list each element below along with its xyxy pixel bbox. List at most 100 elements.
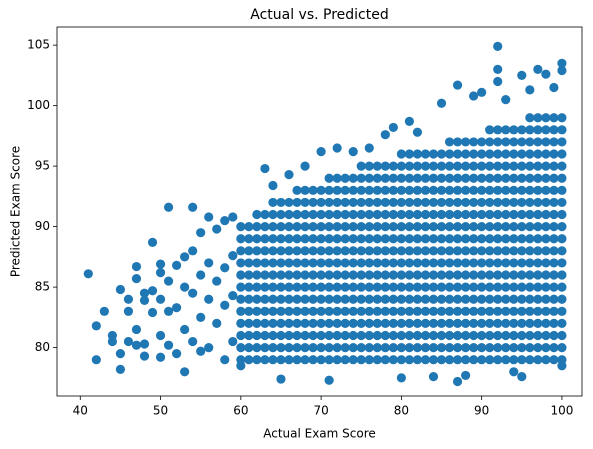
point: [501, 294, 511, 304]
point: [525, 258, 535, 268]
point: [469, 294, 479, 304]
point: [300, 185, 310, 195]
point: [541, 197, 551, 208]
point: [436, 318, 447, 329]
point: [340, 234, 350, 244]
point: [268, 222, 278, 232]
point: [533, 209, 543, 220]
point: [340, 209, 350, 220]
point: [436, 330, 447, 341]
point: [549, 125, 559, 135]
point: [292, 270, 302, 280]
point: [461, 185, 471, 195]
point: [316, 306, 326, 316]
point: [300, 246, 310, 256]
point: [469, 173, 479, 183]
point: [340, 173, 350, 183]
point: [284, 343, 294, 353]
point: [316, 270, 326, 280]
point: [388, 173, 398, 183]
point: [525, 185, 535, 195]
point: [509, 270, 519, 280]
point: [340, 185, 350, 195]
point: [517, 246, 527, 256]
point: [380, 258, 390, 268]
point: [380, 294, 390, 304]
point: [420, 209, 431, 220]
point: [436, 149, 447, 159]
point: [220, 263, 230, 273]
point: [477, 318, 487, 329]
point: [348, 270, 358, 280]
point: [356, 197, 366, 208]
point: [444, 209, 455, 220]
point: [485, 137, 495, 147]
point: [324, 246, 334, 256]
point: [348, 234, 358, 244]
point: [557, 343, 567, 353]
point: [300, 209, 310, 220]
point: [549, 234, 559, 244]
point: [276, 234, 286, 244]
point: [340, 294, 350, 304]
point: [509, 282, 519, 292]
point: [356, 282, 366, 292]
point: [388, 185, 398, 195]
point: [388, 282, 398, 292]
point: [308, 270, 318, 280]
point: [180, 324, 190, 335]
point: [493, 76, 503, 87]
point: [517, 209, 527, 220]
point: [533, 222, 543, 232]
point: [340, 355, 350, 365]
point: [428, 222, 439, 232]
point: [364, 318, 374, 329]
point: [300, 343, 310, 353]
point: [388, 122, 398, 133]
point: [316, 197, 326, 208]
point: [509, 246, 519, 256]
point: [557, 234, 567, 244]
point: [308, 343, 318, 353]
point: [364, 197, 374, 208]
point: [509, 355, 519, 365]
point: [292, 294, 302, 304]
point: [340, 197, 350, 208]
point: [444, 161, 455, 171]
point: [244, 318, 254, 329]
point: [316, 355, 326, 365]
point: [292, 330, 302, 341]
point: [493, 125, 503, 135]
point: [469, 197, 479, 208]
point: [436, 282, 447, 292]
point: [525, 209, 535, 220]
point: [300, 222, 310, 232]
point: [396, 343, 406, 353]
point: [332, 306, 342, 316]
point: [388, 209, 398, 220]
point: [436, 234, 447, 244]
point: [244, 258, 254, 268]
point: [477, 161, 487, 171]
point: [541, 294, 551, 304]
point: [348, 294, 358, 304]
point: [525, 149, 535, 159]
point: [372, 318, 382, 329]
point: [461, 234, 471, 244]
point: [388, 330, 398, 341]
point: [396, 149, 406, 159]
point: [316, 258, 326, 268]
point: [308, 197, 318, 208]
point: [236, 258, 246, 268]
y-tick-label: 100: [27, 98, 50, 112]
x-tick-label: 70: [313, 404, 328, 418]
point: [477, 246, 487, 256]
point: [412, 294, 423, 304]
point: [501, 137, 511, 147]
point: [501, 355, 511, 365]
point: [461, 318, 471, 329]
point: [501, 282, 511, 292]
point: [188, 288, 198, 298]
point: [396, 330, 406, 341]
point: [380, 355, 390, 365]
